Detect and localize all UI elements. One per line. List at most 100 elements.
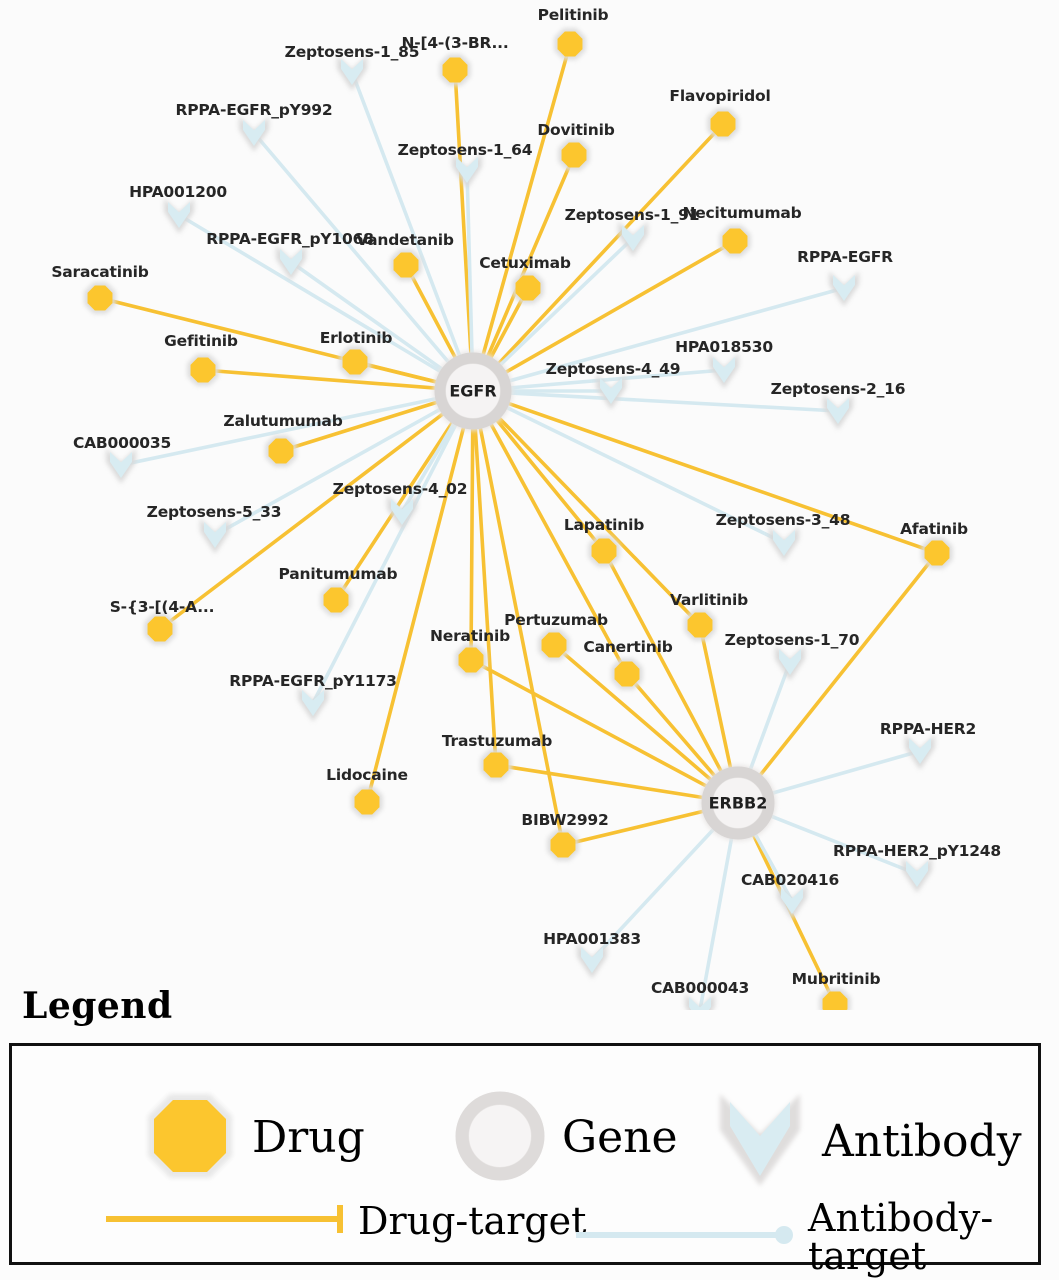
network-edge[interactable] bbox=[497, 236, 635, 368]
legend-item-antibody: Antibody bbox=[712, 1088, 1022, 1196]
drug-node[interactable] bbox=[265, 435, 297, 467]
drug-node[interactable] bbox=[707, 108, 739, 140]
gene-label: EGFR bbox=[449, 381, 497, 401]
drug-node[interactable] bbox=[390, 249, 422, 281]
network-edge[interactable] bbox=[590, 826, 717, 962]
network-edge[interactable] bbox=[488, 420, 629, 676]
antibody-node[interactable] bbox=[200, 518, 230, 554]
network-canvas[interactable]: Zeptosens-1_85 RPPA-EGFR_pY992 Zeptosens-1… bbox=[0, 0, 1059, 1010]
antibody-node[interactable] bbox=[618, 221, 648, 257]
network-edge[interactable] bbox=[350, 70, 463, 360]
antibody-node[interactable] bbox=[596, 374, 626, 410]
network-edge[interactable] bbox=[496, 415, 702, 627]
antibody-node[interactable] bbox=[829, 271, 859, 307]
network-edge[interactable] bbox=[503, 405, 786, 545]
antibody-node[interactable] bbox=[239, 116, 269, 152]
drug-node[interactable] bbox=[921, 537, 953, 569]
antibody-node[interactable] bbox=[387, 495, 417, 531]
drug-node[interactable] bbox=[547, 829, 579, 861]
network-edge[interactable] bbox=[747, 660, 792, 773]
network-edge[interactable] bbox=[752, 830, 794, 903]
network-edge[interactable] bbox=[213, 406, 444, 537]
network-edge[interactable] bbox=[552, 643, 715, 783]
legend-label-gene: Gene bbox=[562, 1112, 678, 1163]
drug-node[interactable] bbox=[320, 584, 352, 616]
octagon-icon bbox=[142, 1088, 238, 1188]
network-edge[interactable] bbox=[750, 831, 837, 1006]
antibody-node[interactable] bbox=[337, 55, 367, 91]
antibody-node[interactable] bbox=[775, 645, 805, 681]
antibody-node[interactable] bbox=[164, 198, 194, 234]
network-edge[interactable] bbox=[602, 549, 724, 775]
drug-node[interactable] bbox=[480, 749, 512, 781]
drug-node[interactable] bbox=[144, 613, 176, 645]
network-edge[interactable] bbox=[311, 421, 459, 705]
drug-node[interactable] bbox=[512, 272, 544, 304]
drug-target-line-icon bbox=[102, 1199, 352, 1243]
drug-node[interactable] bbox=[339, 346, 371, 378]
drug-node[interactable] bbox=[455, 644, 487, 676]
antibody-node[interactable] bbox=[905, 734, 935, 770]
antibody-node[interactable] bbox=[823, 394, 853, 430]
drug-node[interactable] bbox=[684, 609, 716, 641]
network-edge[interactable] bbox=[119, 396, 440, 467]
network-edge[interactable] bbox=[485, 153, 576, 360]
antibody-node[interactable] bbox=[577, 943, 607, 979]
network-edge[interactable] bbox=[698, 834, 734, 1010]
drug-node[interactable] bbox=[439, 54, 471, 86]
antibody-node[interactable] bbox=[902, 857, 932, 893]
network-edge[interactable] bbox=[495, 122, 725, 367]
network-edge[interactable] bbox=[494, 417, 606, 553]
network-edge[interactable] bbox=[505, 401, 939, 555]
network-edge[interactable] bbox=[465, 168, 474, 357]
network-edge[interactable] bbox=[494, 763, 707, 800]
network-edge[interactable] bbox=[469, 425, 475, 662]
drug-node[interactable] bbox=[819, 988, 851, 1010]
antibody-node[interactable] bbox=[685, 993, 715, 1010]
antibody-node[interactable] bbox=[106, 448, 136, 484]
network-edge[interactable] bbox=[453, 68, 473, 357]
network-edge[interactable] bbox=[201, 368, 439, 391]
drug-node[interactable] bbox=[538, 629, 570, 661]
network-edge[interactable] bbox=[400, 420, 457, 514]
network-edge[interactable] bbox=[289, 260, 446, 372]
network-edge[interactable] bbox=[507, 368, 726, 390]
network-edge[interactable] bbox=[505, 286, 846, 384]
network-edge[interactable] bbox=[757, 551, 939, 779]
network-edge[interactable] bbox=[480, 42, 572, 359]
network-edge[interactable] bbox=[404, 263, 458, 362]
network-edge[interactable] bbox=[768, 749, 922, 796]
network-edge[interactable] bbox=[158, 410, 447, 631]
network-edge[interactable] bbox=[473, 425, 498, 767]
network-edge[interactable] bbox=[177, 213, 444, 375]
network-edge[interactable] bbox=[279, 399, 441, 453]
drug-node[interactable] bbox=[719, 225, 751, 257]
drug-node[interactable] bbox=[611, 658, 643, 690]
drug-node[interactable] bbox=[84, 282, 116, 314]
antibody-node[interactable] bbox=[276, 245, 306, 281]
gene-node[interactable] bbox=[433, 351, 513, 431]
antibody-node[interactable] bbox=[709, 353, 739, 389]
antibody-target-line-icon bbox=[572, 1215, 802, 1259]
network-edge[interactable] bbox=[502, 239, 737, 375]
network-edge[interactable] bbox=[767, 813, 919, 876]
network-edge[interactable] bbox=[478, 424, 565, 847]
network-edge[interactable] bbox=[507, 391, 840, 413]
network-edge[interactable] bbox=[469, 658, 710, 789]
antibody-node[interactable] bbox=[769, 526, 799, 562]
antibody-node[interactable] bbox=[777, 884, 807, 920]
antibody-node[interactable] bbox=[298, 686, 328, 722]
network-edge[interactable] bbox=[698, 623, 733, 772]
network-edge[interactable] bbox=[625, 672, 718, 780]
drug-node[interactable] bbox=[351, 786, 383, 818]
drug-node[interactable] bbox=[588, 535, 620, 567]
drug-node[interactable] bbox=[554, 28, 586, 60]
gene-node[interactable] bbox=[700, 765, 776, 841]
drug-node[interactable] bbox=[558, 139, 590, 171]
network-edge[interactable] bbox=[561, 809, 707, 847]
network-edge[interactable] bbox=[252, 131, 452, 366]
network-edge[interactable] bbox=[365, 424, 466, 804]
antibody-node[interactable] bbox=[452, 153, 482, 189]
drug-node[interactable] bbox=[187, 354, 219, 386]
network-svg bbox=[84, 28, 953, 1010]
